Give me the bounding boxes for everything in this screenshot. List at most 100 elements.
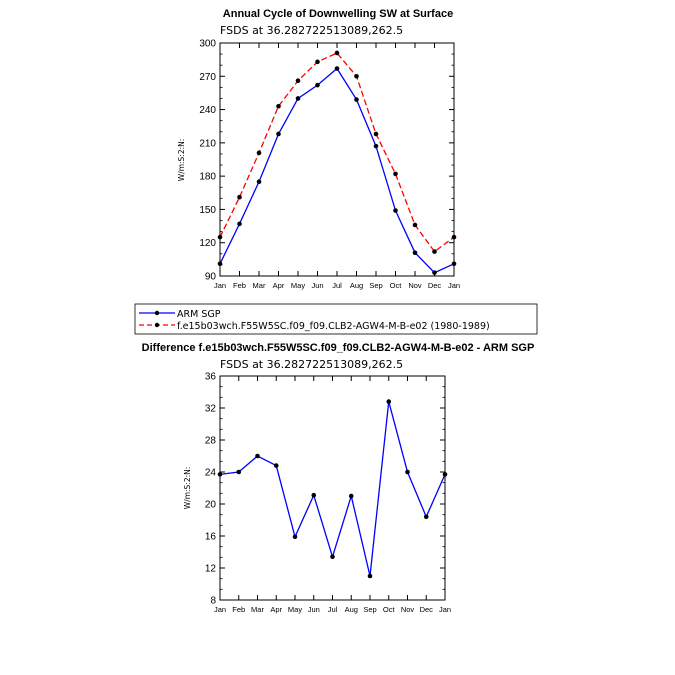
data-point-f-e15b03wch-f55w5sc-f09-f09-clb2-agw4-m-b-e02-1980-1989-mar: [256, 150, 262, 156]
data-point-difference-nov: [405, 469, 410, 475]
plot-frame: [219, 375, 446, 601]
y-tick-label: 24: [205, 468, 217, 479]
series-line-difference: [219, 401, 446, 577]
data-point-difference-mar: [255, 453, 260, 459]
y-axis-label: W/m:S:2:N:: [177, 139, 186, 182]
data-point-difference-jan: [217, 472, 223, 477]
data-point-difference-apr: [273, 463, 279, 468]
y-tick-label: 120: [199, 238, 216, 249]
legend-marker-arm-sgp: [154, 310, 160, 316]
y-tick-label: 8: [210, 596, 216, 607]
data-point-arm-sgp-oct: [393, 208, 398, 213]
y-tick-label: 300: [199, 39, 216, 50]
x-tick-label-oct: Oct: [390, 281, 403, 290]
axis-ticks: [219, 42, 455, 277]
x-tick-label-jan: Jan: [439, 605, 451, 614]
data-point-arm-sgp-mar: [256, 179, 262, 184]
y-tick-label: 32: [205, 404, 217, 415]
x-tick-label-jul: Jul: [332, 281, 342, 290]
data-point-f-e15b03wch-f55w5sc-f09-f09-clb2-agw4-m-b-e02-1980-1989-jan: [217, 234, 223, 240]
data-point-f-e15b03wch-f55w5sc-f09-f09-clb2-agw4-m-b-e02-1980-1989-aug: [354, 73, 359, 79]
data-point-arm-sgp-sep: [373, 143, 379, 149]
x-tick-label-jan: Jan: [214, 605, 226, 614]
series-points: [217, 399, 448, 579]
x-tick-label-jan: Jan: [448, 281, 460, 290]
y-tick-label: 20: [205, 500, 217, 511]
chart-title: Annual Cycle of Downwelling SW at Surfac…: [223, 8, 453, 20]
data-point-arm-sgp-jul: [334, 66, 340, 71]
y-tick-label: 210: [199, 138, 216, 149]
data-point-difference-may: [292, 534, 298, 540]
data-point-arm-sgp-aug: [354, 97, 359, 102]
annual-cycle-chart: Annual Cycle of Downwelling SW at Surfac…: [177, 8, 460, 290]
y-tick-label: 150: [199, 205, 216, 216]
data-point-arm-sgp-dec: [432, 270, 437, 275]
x-tick-labels: Jan Feb Mar Apr May Jun Jul Aug Sep Oct Nov Dec Jan: [214, 281, 460, 290]
data-point-arm-sgp-jun: [315, 82, 320, 88]
y-tick-label: 28: [205, 436, 217, 447]
y-tick-label: 240: [199, 105, 216, 116]
legend-marker-model: [154, 322, 160, 328]
x-tick-label-jul: Jul: [328, 605, 338, 614]
x-tick-label-feb: Feb: [232, 605, 245, 614]
y-tick-label: 270: [199, 72, 216, 83]
x-tick-label-mar: Mar: [253, 281, 266, 290]
y-tick-labels: 90 120 150 180 210 240 270 300: [199, 39, 216, 283]
chart-title: Difference f.e15b03wch.F55W5SC.f09_f09.C…: [142, 342, 535, 354]
y-tick-label: 16: [205, 532, 217, 543]
data-point-arm-sgp-may: [295, 96, 301, 101]
x-tick-label-dec: Dec: [420, 605, 434, 614]
x-tick-label-feb: Feb: [233, 281, 246, 290]
x-tick-label-jan: Jan: [214, 281, 226, 290]
x-tick-label-sep: Sep: [369, 281, 382, 290]
data-point-difference-aug: [348, 493, 354, 499]
series-line-f-e15b03wch-f55w5sc-f09-f09-clb2-agw4-m-b-e02-1980-1989: [219, 52, 455, 253]
series-points: [217, 50, 457, 275]
data-point-f-e15b03wch-f55w5sc-f09-f09-clb2-agw4-m-b-e02-1980-1989-apr: [276, 103, 281, 109]
data-point-difference-oct: [386, 399, 392, 404]
data-point-difference-jul: [330, 554, 335, 560]
data-point-f-e15b03wch-f55w5sc-f09-f09-clb2-agw4-m-b-e02-1980-1989-jul: [334, 50, 340, 56]
data-point-f-e15b03wch-f55w5sc-f09-f09-clb2-agw4-m-b-e02-1980-1989-jan: [451, 234, 457, 240]
chart-subtitle: FSDS at 36.282722513089,262.5: [220, 358, 403, 371]
legend: ARM SGP f.e15b03wch.F55W5SC.f09_f09.CLB2…: [134, 303, 538, 335]
data-point-arm-sgp-apr: [276, 131, 281, 137]
axis-ticks: [219, 375, 446, 601]
data-point-f-e15b03wch-f55w5sc-f09-f09-clb2-agw4-m-b-e02-1980-1989-may: [295, 78, 301, 84]
x-tick-label-jun: Jun: [308, 605, 320, 614]
data-point-difference-feb: [236, 469, 242, 475]
y-tick-label: 12: [205, 564, 217, 575]
x-tick-label-sep: Sep: [363, 605, 376, 614]
x-tick-label-oct: Oct: [383, 605, 396, 614]
data-point-arm-sgp-jan: [217, 261, 223, 267]
data-point-f-e15b03wch-f55w5sc-f09-f09-clb2-agw4-m-b-e02-1980-1989-sep: [373, 131, 379, 137]
x-tick-label-aug: Aug: [345, 605, 358, 614]
series-line-arm-sgp: [219, 67, 455, 274]
x-tick-labels: Jan Feb Mar Apr May Jun Jul Aug Sep Oct Nov Dec Jan: [214, 605, 451, 614]
plot-frame: [219, 42, 455, 277]
x-tick-label-may: May: [288, 605, 302, 614]
data-point-difference-dec: [423, 514, 429, 520]
x-tick-label-may: May: [291, 281, 305, 290]
series-lines: [219, 401, 446, 577]
data-point-f-e15b03wch-f55w5sc-f09-f09-clb2-agw4-m-b-e02-1980-1989-nov: [412, 222, 418, 228]
x-tick-label-dec: Dec: [428, 281, 442, 290]
chart-subtitle: FSDS at 36.282722513089,262.5: [220, 24, 403, 37]
y-tick-label: 36: [205, 372, 217, 383]
y-tick-label: 180: [199, 172, 216, 183]
x-tick-label-aug: Aug: [350, 281, 363, 290]
data-point-f-e15b03wch-f55w5sc-f09-f09-clb2-agw4-m-b-e02-1980-1989-dec: [432, 249, 437, 254]
legend-box: [134, 303, 538, 335]
x-tick-label-apr: Apr: [273, 281, 285, 290]
x-tick-label-nov: Nov: [408, 281, 422, 290]
data-point-difference-jun: [311, 492, 317, 498]
x-tick-label-jun: Jun: [311, 281, 323, 290]
data-point-arm-sgp-feb: [237, 221, 242, 227]
x-tick-label-apr: Apr: [270, 605, 282, 614]
y-tick-labels: 8 12 16 20 24 28 32 36: [205, 372, 217, 607]
data-point-f-e15b03wch-f55w5sc-f09-f09-clb2-agw4-m-b-e02-1980-1989-oct: [393, 171, 398, 177]
x-tick-label-mar: Mar: [251, 605, 264, 614]
data-point-f-e15b03wch-f55w5sc-f09-f09-clb2-agw4-m-b-e02-1980-1989-feb: [237, 194, 242, 200]
data-point-difference-sep: [367, 573, 373, 579]
